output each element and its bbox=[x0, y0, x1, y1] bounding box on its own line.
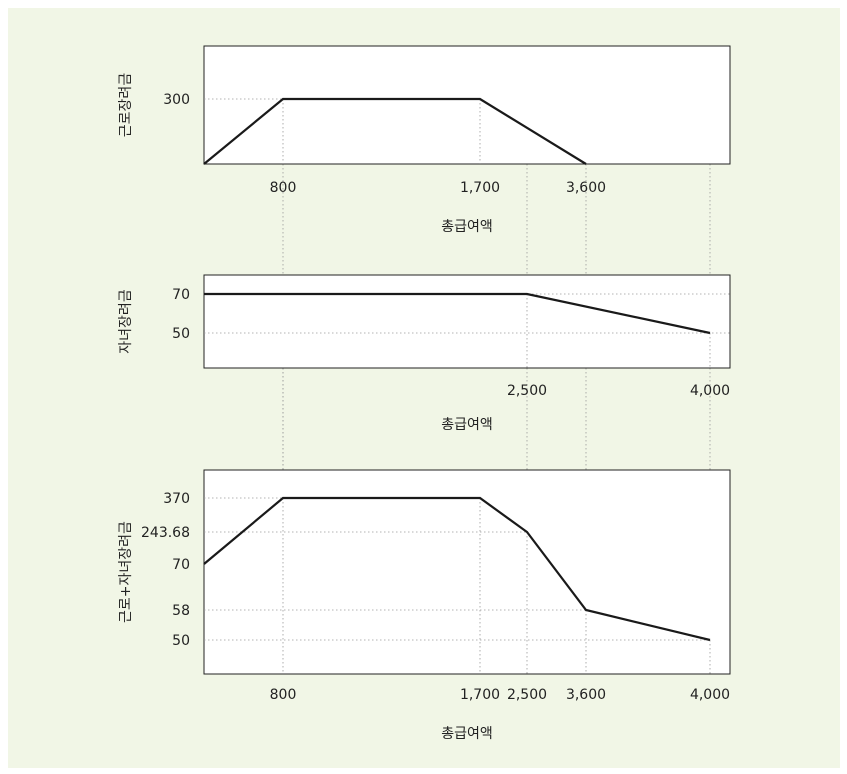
y-tick-label: 300 bbox=[163, 92, 190, 108]
y-axis-label: 근로+자녀장려금 bbox=[118, 521, 134, 623]
x-tick-label: 800 bbox=[270, 687, 297, 703]
chart-panel-2: 70 50 2,500 4,000 총급여액 자녀장려금 bbox=[118, 274, 731, 433]
chart-panel-3: 370 243.68 70 58 50 800 1,700 2,500 3,600 4,000 총급… bbox=[118, 469, 731, 742]
x-axis-label: 총급여액 bbox=[441, 417, 493, 433]
y-tick-label: 50 bbox=[172, 633, 190, 649]
series-line bbox=[203, 97, 587, 165]
y-axis-label: 자녀장려금 bbox=[118, 289, 134, 354]
plot-frame bbox=[203, 469, 731, 675]
x-tick-label: 4,000 bbox=[690, 383, 730, 399]
plot-frame bbox=[203, 45, 731, 165]
x-tick-label: 3,600 bbox=[566, 180, 606, 196]
y-axis-label: 근로장려금 bbox=[118, 73, 134, 138]
x-axis-label: 총급여액 bbox=[441, 219, 493, 235]
x-tick-label: 1,700 bbox=[460, 180, 500, 196]
y-tick-label: 370 bbox=[163, 491, 190, 507]
x-tick-label: 3,600 bbox=[566, 687, 606, 703]
y-tick-label: 58 bbox=[172, 603, 190, 619]
plot-frame bbox=[203, 274, 731, 369]
series-line bbox=[203, 496, 711, 642]
x-tick-label: 2,500 bbox=[507, 687, 547, 703]
x-tick-label: 2,500 bbox=[507, 383, 547, 399]
y-tick-label: 243.68 bbox=[141, 525, 190, 541]
series-line bbox=[204, 292, 711, 335]
x-tick-label: 4,000 bbox=[690, 687, 730, 703]
y-tick-label: 70 bbox=[172, 287, 190, 303]
y-tick-label: 50 bbox=[172, 326, 190, 342]
x-tick-label: 800 bbox=[270, 180, 297, 196]
x-axis-label: 총급여액 bbox=[441, 726, 493, 742]
x-tick-label: 1,700 bbox=[460, 687, 500, 703]
y-tick-label: 70 bbox=[172, 557, 190, 573]
chart-panel-1: 300 800 1,700 3,600 총급여액 근로장려금 bbox=[118, 45, 731, 235]
